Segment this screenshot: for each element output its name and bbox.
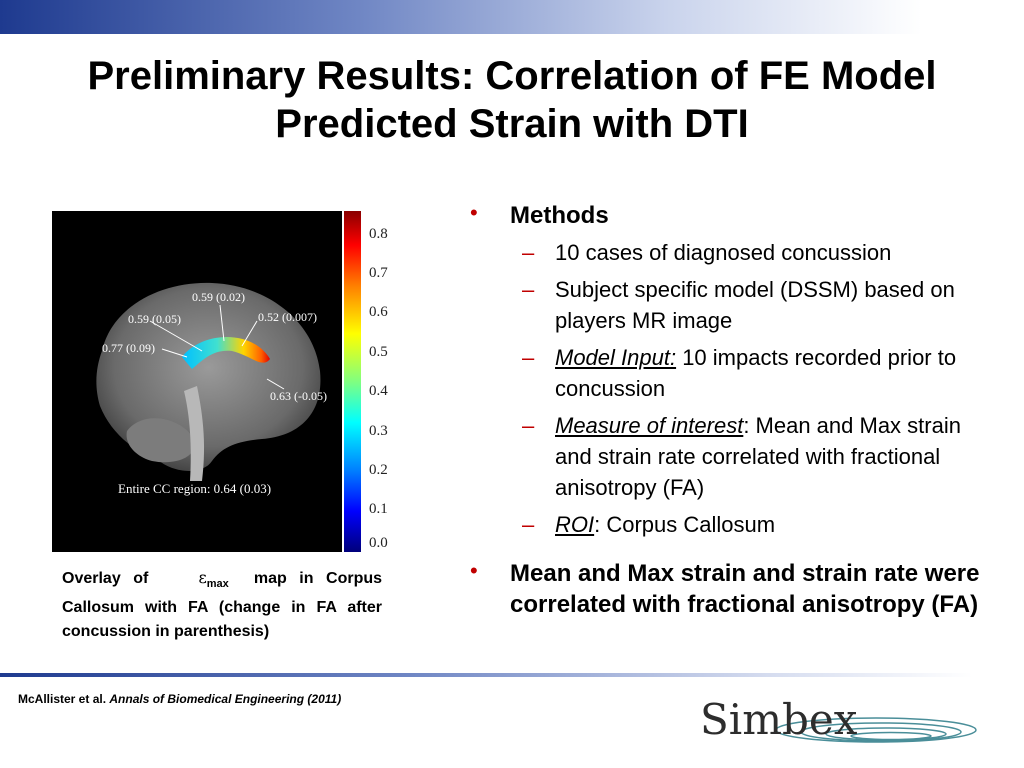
logo-text: Simbex [700, 695, 858, 744]
methods-heading: Methods [510, 202, 609, 229]
roi-term: ROI [555, 512, 595, 537]
annotation-label: 0.59 (0.05) [128, 312, 181, 326]
bullet-dot-icon: • [470, 558, 478, 583]
bullet-dot-icon: • [470, 200, 478, 225]
bullet-methods: • Methods [470, 200, 990, 231]
dash-icon: – [522, 277, 535, 302]
corpus-callosum-overlay [182, 337, 270, 369]
title-line-2: Predicted Strain with DTI [275, 102, 749, 146]
colorbar-tick-label: 0.8 [369, 226, 388, 242]
brainstem-shape [184, 386, 205, 481]
region-label: Entire CC region: 0.64 (0.03) [118, 481, 271, 496]
sub-bullet-text: 10 impacts recorded prior to concussion [555, 345, 957, 401]
sub-bullet-text: : Corpus Callosum [594, 512, 776, 537]
caption-prefix: Overlay of [62, 570, 149, 587]
epsilon-subscript: max [206, 578, 229, 591]
title-line-1: Preliminary Results: Correlation of FE M… [87, 54, 937, 98]
top-gradient-bar [0, 0, 1024, 34]
figure-annotations: 0.59 (0.02) 0.59 (0.05) 0.52 (0.007) 0.7… [102, 290, 327, 496]
slide-title: Preliminary Results: Correlation of FE M… [0, 52, 1024, 148]
citation: McAllister et al. Annals of Biomedical E… [18, 692, 341, 706]
annotation-label: 0.59 (0.02) [192, 290, 245, 304]
sub-bullet-dssm: – Subject specific model (DSSM) based on… [470, 274, 990, 336]
model-input-term: Model Input: [555, 345, 677, 370]
dash-icon: – [522, 413, 535, 438]
bullet-list: • Methods – 10 cases of diagnosed concus… [470, 200, 990, 620]
sub-bullet-model-input: – Model Input: 10 impacts recorded prior… [470, 342, 990, 404]
colorbar-tick-label: 0.0 [369, 535, 388, 551]
dash-icon: – [522, 240, 535, 265]
sub-bullet-text: Subject specific model (DSSM) based on p… [555, 277, 955, 333]
bottom-gradient-line [0, 673, 1024, 677]
colorbar [344, 211, 361, 552]
colorbar-tick-label: 0.4 [369, 383, 388, 399]
annotation-label: 0.52 (0.007) [258, 310, 317, 324]
colorbar-tick-label: 0.6 [369, 304, 388, 320]
simbex-logo: Simbex [700, 695, 977, 744]
brain-mri-figure: 0.59 (0.02) 0.59 (0.05) 0.52 (0.007) 0.7… [52, 211, 342, 552]
colorbar-tick-label: 0.2 [369, 462, 388, 478]
colorbar-tick-label: 0.3 [369, 423, 388, 439]
colorbar-tick-label: 0.7 [369, 265, 388, 281]
sub-bullet-text: 10 cases of diagnosed concussion [555, 240, 892, 265]
logo-swirl-icon [775, 717, 977, 743]
cerebellum-shape [126, 418, 195, 463]
caption-suffix: map in Corpus Callosum with FA (change i… [62, 570, 383, 641]
sub-bullet-roi: – ROI: Corpus Callosum [470, 509, 990, 540]
annotation-label: 0.63 (-0.05) [270, 389, 327, 403]
colorbar-tick-label: 0.1 [369, 501, 388, 517]
citation-journal: Annals of Biomedical Engineering (2011) [109, 692, 342, 706]
dash-icon: – [522, 345, 535, 370]
epsilon-symbol: ε [198, 568, 207, 587]
dash-icon: – [522, 512, 535, 537]
annotation-leader-lines [149, 304, 285, 390]
sub-bullet-cases: – 10 cases of diagnosed concussion [470, 237, 990, 268]
figure-caption: Overlay of εmax map in Corpus Callosum w… [62, 566, 382, 644]
brain-mri-image: 0.59 (0.02) 0.59 (0.05) 0.52 (0.007) 0.7… [52, 211, 342, 552]
annotation-label: 0.77 (0.09) [102, 341, 155, 355]
sub-bullet-text: : Mean and Max strain and strain rate co… [555, 413, 961, 500]
bullet-result: • Mean and Max strain and strain rate we… [470, 558, 990, 620]
colorbar-tick-label: 0.5 [369, 344, 388, 360]
measure-term: Measure of interest [555, 413, 744, 438]
citation-author: McAllister et al. [18, 692, 107, 706]
sub-bullet-measure: – Measure of interest: Mean and Max stra… [470, 410, 990, 503]
result-text: Mean and Max strain and strain rate were… [510, 560, 980, 618]
